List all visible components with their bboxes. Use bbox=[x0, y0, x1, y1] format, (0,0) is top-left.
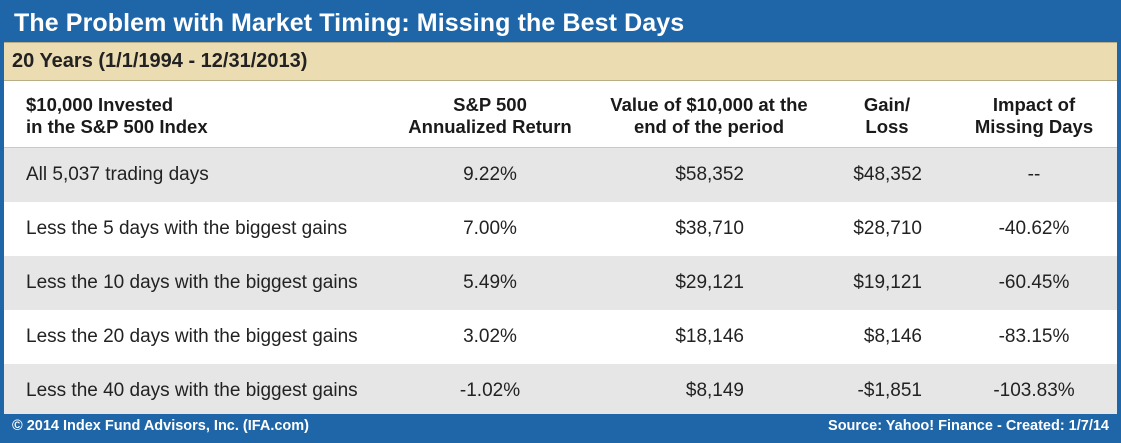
row-value: $38,710 bbox=[675, 218, 744, 239]
header-impact-line1: Impact of bbox=[992, 94, 1076, 115]
row-annualized-return: -1.02% bbox=[459, 380, 521, 401]
row-impact: -40.62% bbox=[998, 218, 1070, 239]
header-invested-line1: $10,000 Invested bbox=[26, 94, 174, 115]
header-value: Value of $10,000 at the end of the perio… bbox=[589, 94, 829, 138]
header-invested: $10,000 Invested in the S&P 500 Index bbox=[26, 94, 208, 138]
row-impact: -60.45% bbox=[998, 272, 1070, 293]
header-impact-line2: Missing Days bbox=[974, 116, 1094, 137]
header-return-line2: Annualized Return bbox=[408, 116, 572, 137]
header-gain-loss: Gain/ Loss bbox=[842, 94, 932, 138]
header-gain-line2: Loss bbox=[865, 116, 909, 137]
row-value: $58,352 bbox=[675, 164, 744, 185]
table-row: Less the 5 days with the biggest gains 7… bbox=[4, 202, 1117, 256]
table-row: Less the 20 days with the biggest gains … bbox=[4, 310, 1117, 364]
header-annualized-return: S&P 500 Annualized Return bbox=[390, 94, 590, 138]
row-label: Less the 5 days with the biggest gains bbox=[26, 218, 348, 239]
table-row: Less the 40 days with the biggest gains … bbox=[4, 364, 1117, 418]
copyright-text: © 2014 Index Fund Advisors, Inc. (IFA.co… bbox=[12, 418, 309, 434]
table-subtitle: 20 Years (1/1/1994 - 12/31/2013) bbox=[4, 42, 1117, 81]
row-annualized-return: 5.49% bbox=[463, 272, 517, 293]
header-value-line2: end of the period bbox=[633, 116, 785, 137]
row-gain-loss: $48,352 bbox=[853, 164, 922, 185]
header-invested-line2: in the S&P 500 Index bbox=[26, 116, 208, 137]
row-annualized-return: 3.02% bbox=[463, 326, 517, 347]
table-footer: © 2014 Index Fund Advisors, Inc. (IFA.co… bbox=[4, 414, 1117, 439]
row-impact: -103.83% bbox=[993, 380, 1075, 401]
row-gain-loss: $28,710 bbox=[853, 218, 922, 239]
row-annualized-return: 9.22% bbox=[463, 164, 517, 185]
row-value: $29,121 bbox=[675, 272, 744, 293]
table-title: The Problem with Market Timing: Missing … bbox=[4, 4, 1117, 42]
row-gain-loss: $19,121 bbox=[853, 272, 922, 293]
row-label: Less the 40 days with the biggest gains bbox=[26, 380, 358, 401]
header-gain-line1: Gain/ bbox=[863, 94, 911, 115]
header-value-line1: Value of $10,000 at the bbox=[610, 94, 808, 115]
row-value: $18,146 bbox=[675, 326, 744, 347]
row-label: Less the 10 days with the biggest gains bbox=[26, 272, 358, 293]
header-impact: Impact of Missing Days bbox=[959, 94, 1109, 138]
row-label: All 5,037 trading days bbox=[26, 164, 209, 185]
row-value: $8,149 bbox=[685, 380, 744, 401]
row-annualized-return: 7.00% bbox=[463, 218, 517, 239]
row-impact: -- bbox=[1027, 164, 1041, 185]
source-text: Source: Yahoo! Finance - Created: 1/7/14 bbox=[828, 418, 1109, 434]
row-impact: -83.15% bbox=[998, 326, 1070, 347]
table-row: Less the 10 days with the biggest gains … bbox=[4, 256, 1117, 310]
row-gain-loss: $8,146 bbox=[863, 326, 922, 347]
table-row: All 5,037 trading days 9.22% $58,352 $48… bbox=[4, 148, 1117, 202]
row-gain-loss: -$1,851 bbox=[857, 380, 922, 401]
table-header-row: $10,000 Invested in the S&P 500 Index S&… bbox=[4, 81, 1117, 148]
row-label: Less the 20 days with the biggest gains bbox=[26, 326, 358, 347]
header-return-line1: S&P 500 bbox=[453, 94, 527, 115]
